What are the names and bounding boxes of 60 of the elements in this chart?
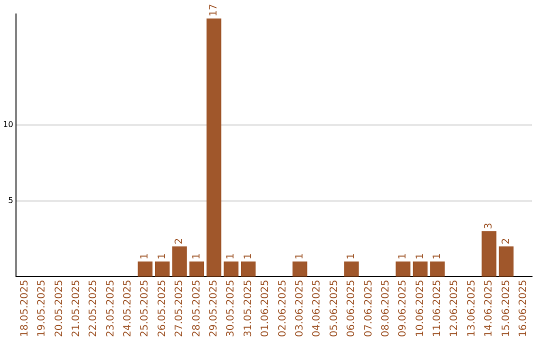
x-tick-label: 22.05.2025 — [88, 280, 100, 338]
x-tick-label: 26.05.2025 — [156, 280, 168, 338]
bar — [224, 262, 238, 277]
bar — [344, 262, 359, 277]
x-tick-label: 01.06.2025 — [260, 280, 272, 338]
data-label: 1 — [156, 253, 168, 260]
x-tick-label: 02.06.2025 — [277, 280, 288, 338]
x-tick-label: 07.06.2025 — [363, 280, 374, 338]
data-label: 1 — [140, 253, 151, 260]
bar — [240, 262, 256, 277]
bar — [498, 246, 514, 277]
x-tick-label: 03.06.2025 — [294, 280, 306, 338]
x-tick-label: 29.05.2025 — [208, 280, 220, 338]
bar — [430, 262, 445, 277]
x-tick-label: 04.06.2025 — [312, 280, 323, 338]
x-tick-label: 08.06.2025 — [380, 280, 392, 338]
x-tick-label: 11.06.2025 — [432, 280, 444, 338]
bar — [412, 262, 428, 277]
x-tick-label: 31.05.2025 — [242, 280, 254, 338]
y-tick-label: 5 — [8, 196, 14, 205]
data-label: 1 — [414, 253, 426, 260]
y-tick-label: 10 — [2, 120, 14, 129]
x-tick-label: 15.06.2025 — [500, 280, 512, 338]
bar — [154, 262, 170, 277]
x-tick-label: 13.06.2025 — [466, 280, 478, 338]
bar — [172, 246, 187, 277]
x-tick-label: 05.06.2025 — [328, 280, 340, 338]
data-label: 1 — [398, 253, 409, 260]
x-tick-label: 10.06.2025 — [414, 280, 426, 338]
x-tick-label: 28.05.2025 — [191, 280, 202, 338]
bar — [482, 231, 496, 277]
data-label: 2 — [174, 238, 186, 244]
x-tick-label: 21.05.2025 — [70, 280, 82, 338]
data-label: 1 — [191, 253, 202, 260]
bar — [396, 262, 410, 277]
bar — [189, 262, 204, 277]
data-label: 17 — [208, 4, 220, 17]
data-label: 1 — [226, 253, 237, 260]
data-label: 1 — [432, 253, 444, 260]
bar — [206, 18, 222, 277]
x-tick-label: 14.06.2025 — [484, 280, 495, 338]
x-tick-label: 09.06.2025 — [398, 280, 409, 338]
x-tick-label: 20.05.2025 — [54, 280, 65, 338]
x-tick-label: 30.05.2025 — [226, 280, 237, 338]
x-tick-label: 19.05.2025 — [36, 280, 48, 338]
bar — [138, 262, 152, 277]
data-label: 3 — [484, 222, 495, 230]
x-tick-label: 16.06.2025 — [518, 280, 529, 338]
x-tick-label: 06.06.2025 — [346, 280, 358, 338]
bar — [292, 262, 308, 277]
x-tick-label: 18.05.2025 — [19, 280, 30, 338]
x-tick-label: 24.05.2025 — [122, 280, 134, 338]
x-tick-label: 12.06.2025 — [449, 280, 460, 338]
x-tick-label: 27.05.2025 — [174, 280, 186, 338]
data-label: 1 — [294, 253, 306, 260]
data-label: 2 — [500, 238, 512, 244]
data-label: 1 — [346, 253, 358, 260]
x-tick-label: 23.05.2025 — [105, 280, 116, 338]
data-label: 1 — [242, 253, 254, 260]
x-tick-label: 25.05.2025 — [140, 280, 151, 338]
